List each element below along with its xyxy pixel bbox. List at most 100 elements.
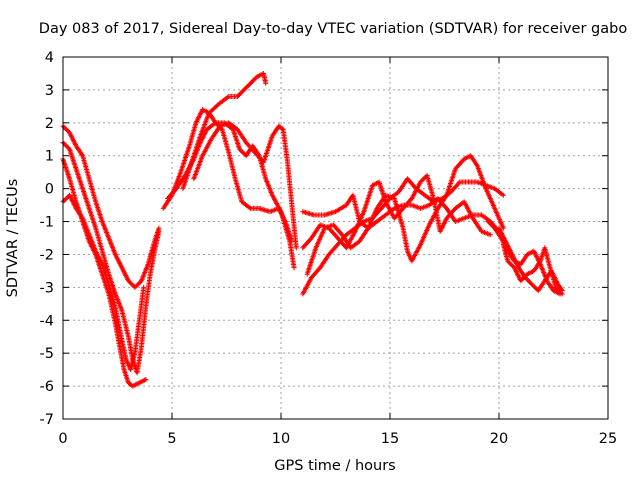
data-point: [508, 261, 514, 267]
data-point: [249, 79, 255, 85]
data-point: [213, 120, 219, 126]
data-point: [518, 278, 524, 284]
y-tick-label: -4: [40, 313, 54, 329]
data-point: [520, 276, 526, 282]
series-track-14: [485, 219, 563, 297]
data-point: [530, 282, 536, 288]
data-point: [239, 89, 245, 95]
data-point: [527, 279, 533, 285]
data-point: [237, 91, 243, 97]
data-point: [64, 127, 70, 133]
data-point: [525, 278, 531, 284]
data-point: [422, 175, 428, 181]
series-track-12: [300, 172, 493, 251]
data-point: [62, 197, 68, 203]
data-point: [242, 86, 248, 92]
x-tick-label: 20: [490, 431, 508, 447]
data-point: [487, 232, 493, 238]
data-point: [143, 377, 149, 383]
y-tick-label: 2: [45, 116, 54, 132]
data-point: [252, 76, 258, 82]
data-point: [531, 283, 537, 289]
data-point: [488, 222, 494, 228]
data-point: [240, 149, 246, 155]
data-point: [532, 284, 538, 290]
data-point: [239, 148, 245, 154]
series-track-9: [300, 176, 506, 297]
data-point: [61, 124, 67, 130]
data-point: [235, 92, 241, 98]
data-point: [556, 288, 562, 294]
data-point: [506, 259, 512, 265]
y-tick-label: 3: [45, 83, 54, 99]
data-point: [524, 277, 530, 283]
data-point: [246, 81, 252, 87]
data-point: [263, 80, 269, 86]
data-point: [554, 285, 560, 291]
data-point: [244, 84, 250, 90]
data-point: [237, 146, 243, 152]
data-point: [141, 284, 147, 290]
data-point: [62, 142, 68, 148]
data-point: [65, 145, 71, 151]
data-point: [505, 258, 511, 264]
data-point: [238, 147, 244, 153]
data-point: [61, 198, 67, 204]
data-point: [63, 143, 69, 149]
data-point: [487, 221, 493, 227]
series-track-11: [300, 153, 506, 264]
data-point: [419, 178, 425, 184]
data-point: [522, 273, 528, 279]
x-tick-label: 25: [599, 431, 617, 447]
y-tick-label: -7: [40, 412, 54, 428]
data-point: [126, 279, 132, 285]
data-point: [529, 281, 535, 287]
data-point: [247, 80, 253, 86]
plot-frame: [62, 56, 609, 420]
data-point: [250, 78, 256, 84]
data-point: [156, 228, 162, 234]
data-point: [553, 284, 559, 290]
data-point: [528, 280, 534, 286]
axis-ticks: 0 5 10 15 20 25 -7 -6 -5 -4 -3 -2 -1 0 1 2 3 4: [40, 50, 618, 447]
data-point: [557, 289, 563, 295]
y-tick-label: -1: [40, 215, 54, 231]
data-point: [489, 223, 495, 229]
x-tick-label: 10: [272, 431, 290, 447]
series-track-7: [180, 70, 269, 192]
series-track-2: [60, 140, 162, 376]
data-point: [293, 245, 299, 251]
data-point: [420, 177, 426, 183]
y-axis-label: SDTVAR / TECUs: [5, 179, 21, 298]
y-tick-label: -3: [40, 280, 54, 296]
data-point: [125, 278, 131, 284]
x-tick-label: 5: [167, 431, 176, 447]
data-point: [245, 83, 251, 89]
x-tick-label: 15: [381, 431, 399, 447]
data-point: [129, 281, 135, 287]
data-point: [214, 121, 220, 127]
data-point: [130, 282, 136, 288]
data-point: [62, 125, 68, 131]
data-point: [135, 281, 141, 287]
data-marks: [60, 70, 565, 389]
data-point: [132, 284, 138, 290]
data-point: [456, 180, 462, 186]
data-point: [559, 291, 565, 297]
data-point: [238, 90, 244, 96]
data-point: [61, 141, 67, 147]
data-point: [500, 192, 506, 198]
data-point: [63, 126, 69, 132]
data-point: [555, 287, 561, 293]
series-track-4: [60, 192, 147, 373]
y-tick-label: -2: [40, 247, 54, 263]
y-tick-label: -5: [40, 346, 54, 362]
data-point: [128, 280, 134, 286]
chart-title: Day 083 of 2017, Sidereal Day-to-day VTE…: [39, 21, 628, 37]
data-point: [418, 179, 424, 185]
data-point: [251, 77, 257, 83]
data-point: [500, 225, 506, 231]
y-tick-label: 4: [45, 50, 54, 66]
data-point: [558, 290, 564, 296]
